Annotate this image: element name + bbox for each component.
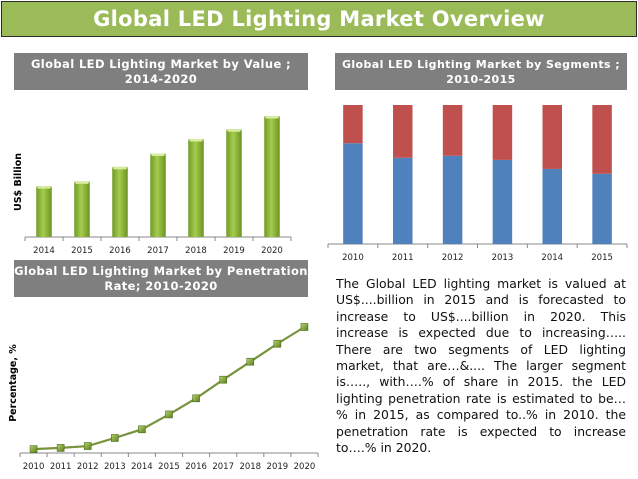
data-point-2016 [192, 394, 200, 403]
segment-bar-red-2015 [592, 105, 612, 174]
bar-2018 [188, 138, 204, 237]
bar-highlight [265, 116, 279, 119]
x-tick-label: 2015 [71, 246, 93, 256]
data-point-2020 [300, 323, 309, 331]
value-bar-chart: 2014 2015 2016 2017 2018 2019 2020 US$ Billion [13, 116, 292, 256]
chart-title-value: Global LED Lighting Market by Value ; 20… [14, 53, 308, 90]
data-point-2011 [56, 444, 65, 452]
x-tick-label: 2010 [342, 253, 364, 263]
x-tick-label: 2017 [147, 246, 169, 256]
segment-bar-red-2011 [393, 105, 413, 158]
x-tick-label: 2014 [541, 253, 563, 263]
segment-bar-red-2010 [343, 105, 363, 144]
market-description: The Global LED lighting market is valued… [336, 276, 626, 456]
x-tick-label: 2014 [131, 462, 153, 472]
bar-2016 [112, 166, 128, 237]
x-tick-label: 2018 [239, 462, 261, 472]
bar-highlight [189, 138, 203, 142]
bar-2020 [264, 116, 280, 237]
x-tick-label: 2019 [223, 246, 245, 256]
segment-bar-blue-2012 [442, 155, 463, 244]
bar-2015 [74, 181, 90, 237]
page-title: Global LED Lighting Market Overview [93, 7, 545, 31]
x-tick-label: 2013 [104, 462, 126, 472]
x-tick-label: 2020 [261, 246, 283, 256]
data-point-2013 [111, 434, 119, 442]
data-point-2012 [83, 442, 92, 450]
bar-highlight [75, 181, 89, 184]
x-tick-label: 2019 [267, 462, 289, 472]
chart-title-line2: 2010-2015 [446, 72, 516, 86]
data-point-2015 [165, 410, 173, 419]
chart-title-line1: Global LED Lighting Market by Value ; [30, 56, 292, 71]
x-tick-label: 2015 [591, 253, 613, 263]
y-axis-label: Percentage, % [8, 344, 19, 422]
segment-bar-red-2013 [492, 105, 513, 160]
x-tick-label: 2011 [50, 462, 72, 472]
segment-bar-blue-2014 [542, 168, 562, 244]
x-tick-label: 2014 [33, 246, 55, 256]
segments-stacked-bar-chart: 2010 2011 2012 2013 2014 2015 [327, 105, 628, 263]
x-tick-label: 2012 [77, 462, 99, 472]
penetration-line-chart: 2010 2011 2012 2013 2014 2015 2016 2017 2018 2019… [8, 323, 319, 472]
segment-bar-red-2012 [442, 105, 463, 156]
bar-highlight [227, 129, 241, 132]
x-tick-label: 2011 [392, 253, 414, 263]
chart-title-line2: Rate; 2010-2020 [104, 278, 218, 293]
x-tick-label: 2018 [185, 246, 207, 256]
x-tick-label: 2016 [185, 462, 207, 472]
data-point-2019 [273, 339, 282, 348]
data-point-2010 [29, 445, 38, 453]
chart-title-line2: 2014-2020 [124, 71, 198, 86]
bar-highlight [151, 153, 165, 157]
x-tick-label: 2010 [23, 462, 45, 472]
x-tick-label: 2020 [294, 462, 316, 472]
bar-highlight [113, 166, 127, 170]
x-tick-label: 2016 [109, 246, 131, 256]
data-point-2014 [138, 425, 146, 434]
x-tick-label: 2015 [158, 462, 180, 472]
x-tick-label: 2013 [492, 253, 514, 263]
bar-highlight [37, 186, 51, 189]
data-point-2017 [219, 375, 227, 384]
bar-2017 [150, 153, 166, 237]
penetration-line [33, 326, 306, 451]
segment-bar-blue-2010 [343, 143, 363, 244]
page-title-banner: Global LED Lighting Market Overview [1, 1, 637, 37]
data-point-2018 [246, 357, 255, 366]
segment-bar-red-2014 [542, 105, 562, 169]
y-axis-label: US$ Billion [13, 153, 24, 211]
x-tick-label: 2017 [212, 462, 234, 472]
bar-2019 [226, 129, 242, 237]
segment-bar-blue-2011 [393, 157, 413, 244]
chart-title-segments: Global LED Lighting Market by Segments ;… [335, 53, 627, 90]
bar-2014 [36, 186, 52, 237]
segment-bar-blue-2013 [492, 159, 513, 244]
chart-title-penetration: Global LED Lighting Market by Penetratio… [14, 260, 308, 297]
x-tick-label: 2012 [442, 253, 464, 263]
chart-title-line1: Global LED Lighting Market by Segments ; [341, 57, 621, 71]
segment-bar-blue-2015 [592, 173, 612, 244]
chart-title-line1: Global LED Lighting Market by Penetratio… [14, 263, 308, 278]
